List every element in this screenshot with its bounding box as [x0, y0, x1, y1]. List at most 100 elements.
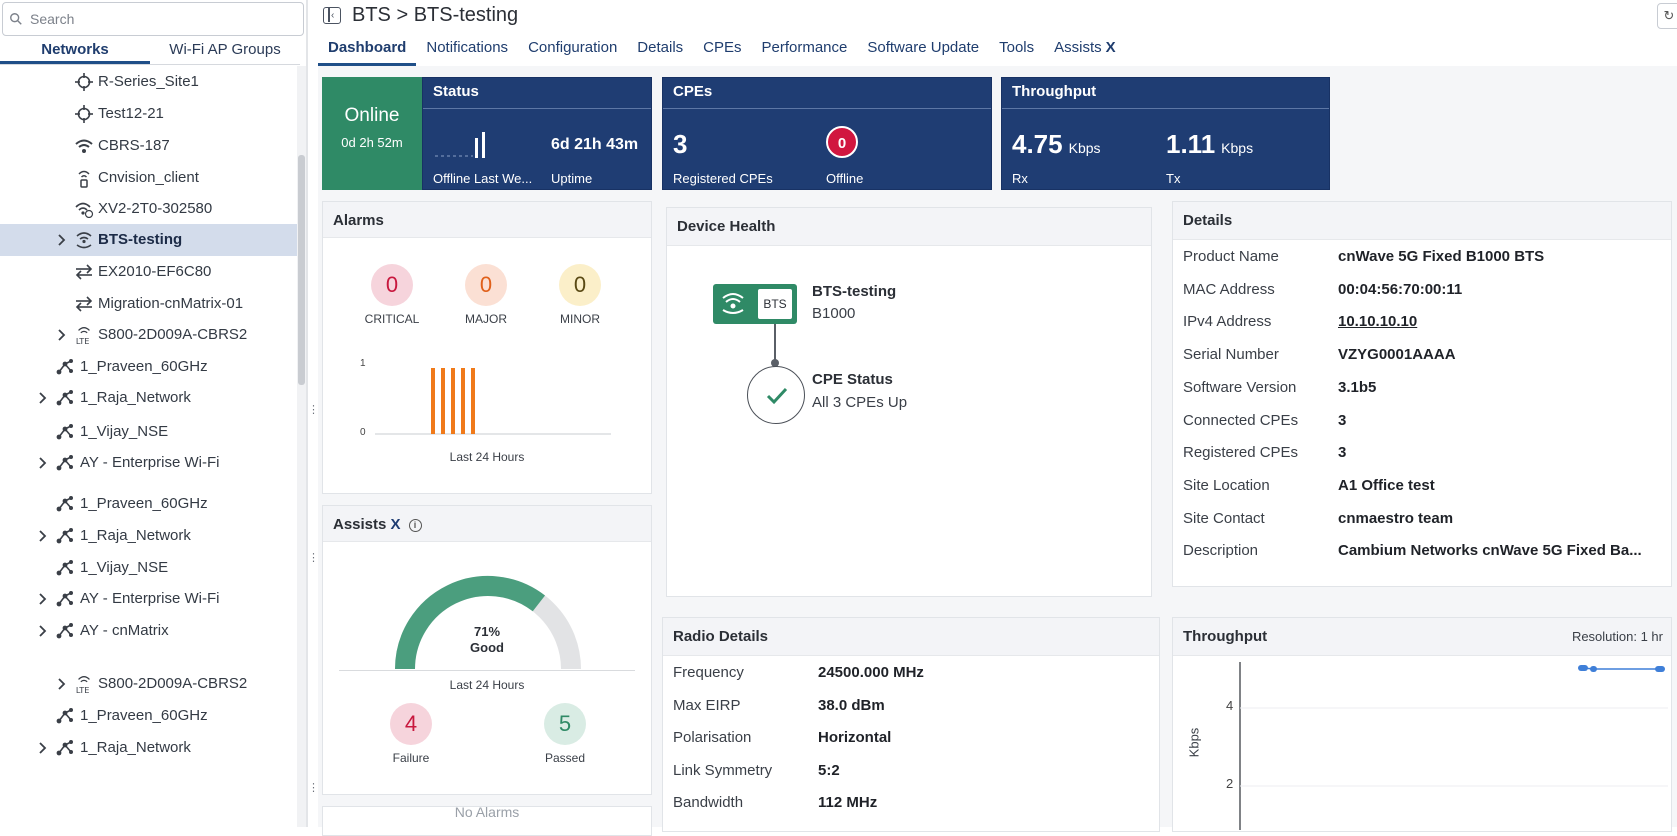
tab-wifi-ap-groups[interactable]: Wi-Fi AP Groups [169, 41, 281, 58]
tree-item[interactable]: 1_Raja_Network [0, 732, 300, 764]
tree-item[interactable]: Test12-21 [0, 98, 300, 130]
tx-label: Tx [1166, 171, 1181, 186]
tx-unit: Kbps [1221, 140, 1254, 156]
online-duration: 0d 2h 52m [341, 135, 403, 150]
uptime-value: 6d 21h 43m [551, 136, 639, 153]
chevron-right-icon[interactable] [38, 592, 48, 605]
details-key: Registered CPEs [1183, 444, 1299, 462]
tree-item[interactable]: 1_Praveen_60GHz [0, 488, 300, 520]
radio-value: 5:2 [818, 761, 840, 779]
resolution-label[interactable]: Resolution: 1 hr [1571, 629, 1663, 644]
tree-item-label: 1_Vijay_NSE [80, 423, 169, 440]
tree-item[interactable]: BTS-testing [0, 224, 300, 256]
search-box[interactable] [2, 2, 304, 36]
status-tile-header: Status [433, 83, 479, 100]
tree-item[interactable]: 1_Vijay_NSE [0, 416, 300, 448]
rx-number: 4.75 [1012, 129, 1063, 159]
tab-performance[interactable]: Performance [752, 36, 858, 66]
critical-alarms[interactable]: 0 CRITICAL [362, 264, 422, 326]
registered-cpes-count: 3 [673, 129, 688, 159]
tab-label: Performance [761, 39, 848, 56]
details-key: Connected CPEs [1183, 411, 1299, 429]
assists-failure[interactable]: 4 Failure [381, 703, 441, 765]
chevron-right-icon[interactable] [57, 328, 67, 341]
details-value: cnmaestro team [1338, 509, 1454, 527]
tree-item[interactable]: R-Series_Site1 [0, 66, 300, 98]
details-row: Serial Number VZYG0001AAAA [1173, 338, 1671, 372]
sidebar-scroll-thumb[interactable] [298, 155, 305, 385]
y-tick-4: 4 [1226, 698, 1234, 713]
tab-networks[interactable]: Networks [0, 38, 150, 64]
tree-item[interactable]: AY - Enterprise Wi-Fi [0, 583, 300, 615]
failure-label: Failure [392, 751, 430, 765]
tab-details[interactable]: Details [627, 36, 693, 66]
alarm-bar [471, 368, 475, 434]
alarms-card: Alarms 0 CRITICAL 0 MAJOR 0 MINOR 1 0 La… [322, 201, 652, 494]
info-icon[interactable]: i [408, 518, 422, 532]
tree-item[interactable]: LTE S800-2D009A-CBRS2 [0, 668, 300, 700]
tab-tools[interactable]: Tools [989, 36, 1044, 66]
tree-item[interactable]: 1_Raja_Network [0, 520, 300, 552]
device-name[interactable]: BTS-testing [812, 283, 897, 300]
assists-passed[interactable]: 5 Passed [535, 703, 595, 765]
tree-item[interactable]: 1_Praveen_60GHz [0, 700, 300, 732]
chevron-right-icon[interactable] [38, 456, 48, 469]
network-tree: R-Series_Site1 Test12-21 CBRS-187 Cnvision_… [0, 66, 300, 827]
chevron-right-icon[interactable] [57, 677, 67, 690]
chevron-right-icon[interactable] [38, 624, 48, 637]
tab-dashboard[interactable]: Dashboard [318, 36, 417, 66]
tab-cpes[interactable]: CPEs [693, 36, 751, 66]
throughput-point[interactable] [1590, 666, 1597, 672]
tree-item[interactable]: XV2-2T0-302580 [0, 193, 300, 225]
tree-item[interactable]: EX2010-EF6C80 [0, 256, 300, 288]
sidebar-scrollbar[interactable] [297, 66, 306, 827]
collapse-sidebar-icon[interactable]: ‹ [323, 7, 341, 24]
critical-count: 0 [371, 264, 413, 306]
search-input[interactable] [28, 10, 278, 28]
tree-item[interactable]: 1_Vijay_NSE [0, 552, 300, 584]
chevron-right-icon[interactable] [38, 741, 48, 754]
chevron-right-icon[interactable] [57, 233, 67, 246]
sidebar-splitter[interactable] [306, 0, 308, 827]
tree-item[interactable]: CBRS-187 [0, 130, 300, 162]
throughput-point[interactable] [1655, 666, 1665, 672]
major-alarms[interactable]: 0 MAJOR [456, 264, 516, 326]
refresh-button[interactable]: ↻ [1657, 3, 1677, 29]
splitter-grip-icon[interactable]: ⋮ [308, 404, 319, 416]
throughput-chart-title: Throughput [1183, 628, 1268, 645]
details-row: Site Contact cnmaestro team [1173, 502, 1671, 536]
tree-item[interactable]: AY - cnMatrix [0, 615, 300, 647]
details-title: Details [1183, 212, 1233, 229]
chevron-right-icon[interactable] [38, 529, 48, 542]
search-icon [10, 13, 22, 25]
tab-configuration[interactable]: Configuration [518, 36, 627, 66]
minor-label: MINOR [560, 312, 600, 326]
ipv4-link[interactable]: 10.10.10.10 [1338, 313, 1418, 331]
wifi-ap-icon [74, 199, 94, 219]
tree-item-label: CBRS-187 [98, 137, 170, 154]
tree-item[interactable]: AY - Enterprise Wi-Fi [0, 447, 300, 479]
tree-item-label: 1_Praveen_60GHz [80, 495, 208, 512]
chevron-right-icon[interactable] [38, 391, 48, 404]
tab-label: Tools [999, 39, 1035, 56]
tab-software-update[interactable]: Software Update [857, 36, 989, 66]
page-header: ‹ BTS > BTS-testing ↻ Dashboard Notificat… [318, 0, 1677, 66]
tree-item[interactable]: 1_Raja_Network [0, 382, 300, 414]
offline-cpes-badge[interactable]: 0 [826, 126, 858, 158]
minor-alarms[interactable]: 0 MINOR [550, 264, 610, 326]
tree-item[interactable]: 1_Praveen_60GHz [0, 351, 300, 383]
tab-notifications[interactable]: Notifications [416, 36, 518, 66]
details-row: Description Cambium Networks cnWave 5G Fi… [1173, 534, 1671, 568]
assists-caption: Last 24 Hours [449, 678, 525, 692]
tree-item[interactable]: Migration-cnMatrix-01 [0, 288, 300, 320]
network-icon [55, 738, 75, 758]
splitter-grip-icon[interactable]: ⋮ [308, 782, 319, 794]
svg-text:LTE: LTE [76, 336, 90, 346]
wifi-icon [74, 136, 94, 156]
throughput-point[interactable] [1578, 665, 1588, 671]
rx-value: 4.75 Kbps [1012, 129, 1101, 160]
splitter-grip-icon[interactable]: ⋮ [308, 552, 319, 564]
tree-item[interactable]: Cnvision_client [0, 162, 300, 194]
tab-assists[interactable]: Assists X [1044, 36, 1126, 66]
tree-item[interactable]: LTE S800-2D009A-CBRS2 [0, 319, 300, 351]
